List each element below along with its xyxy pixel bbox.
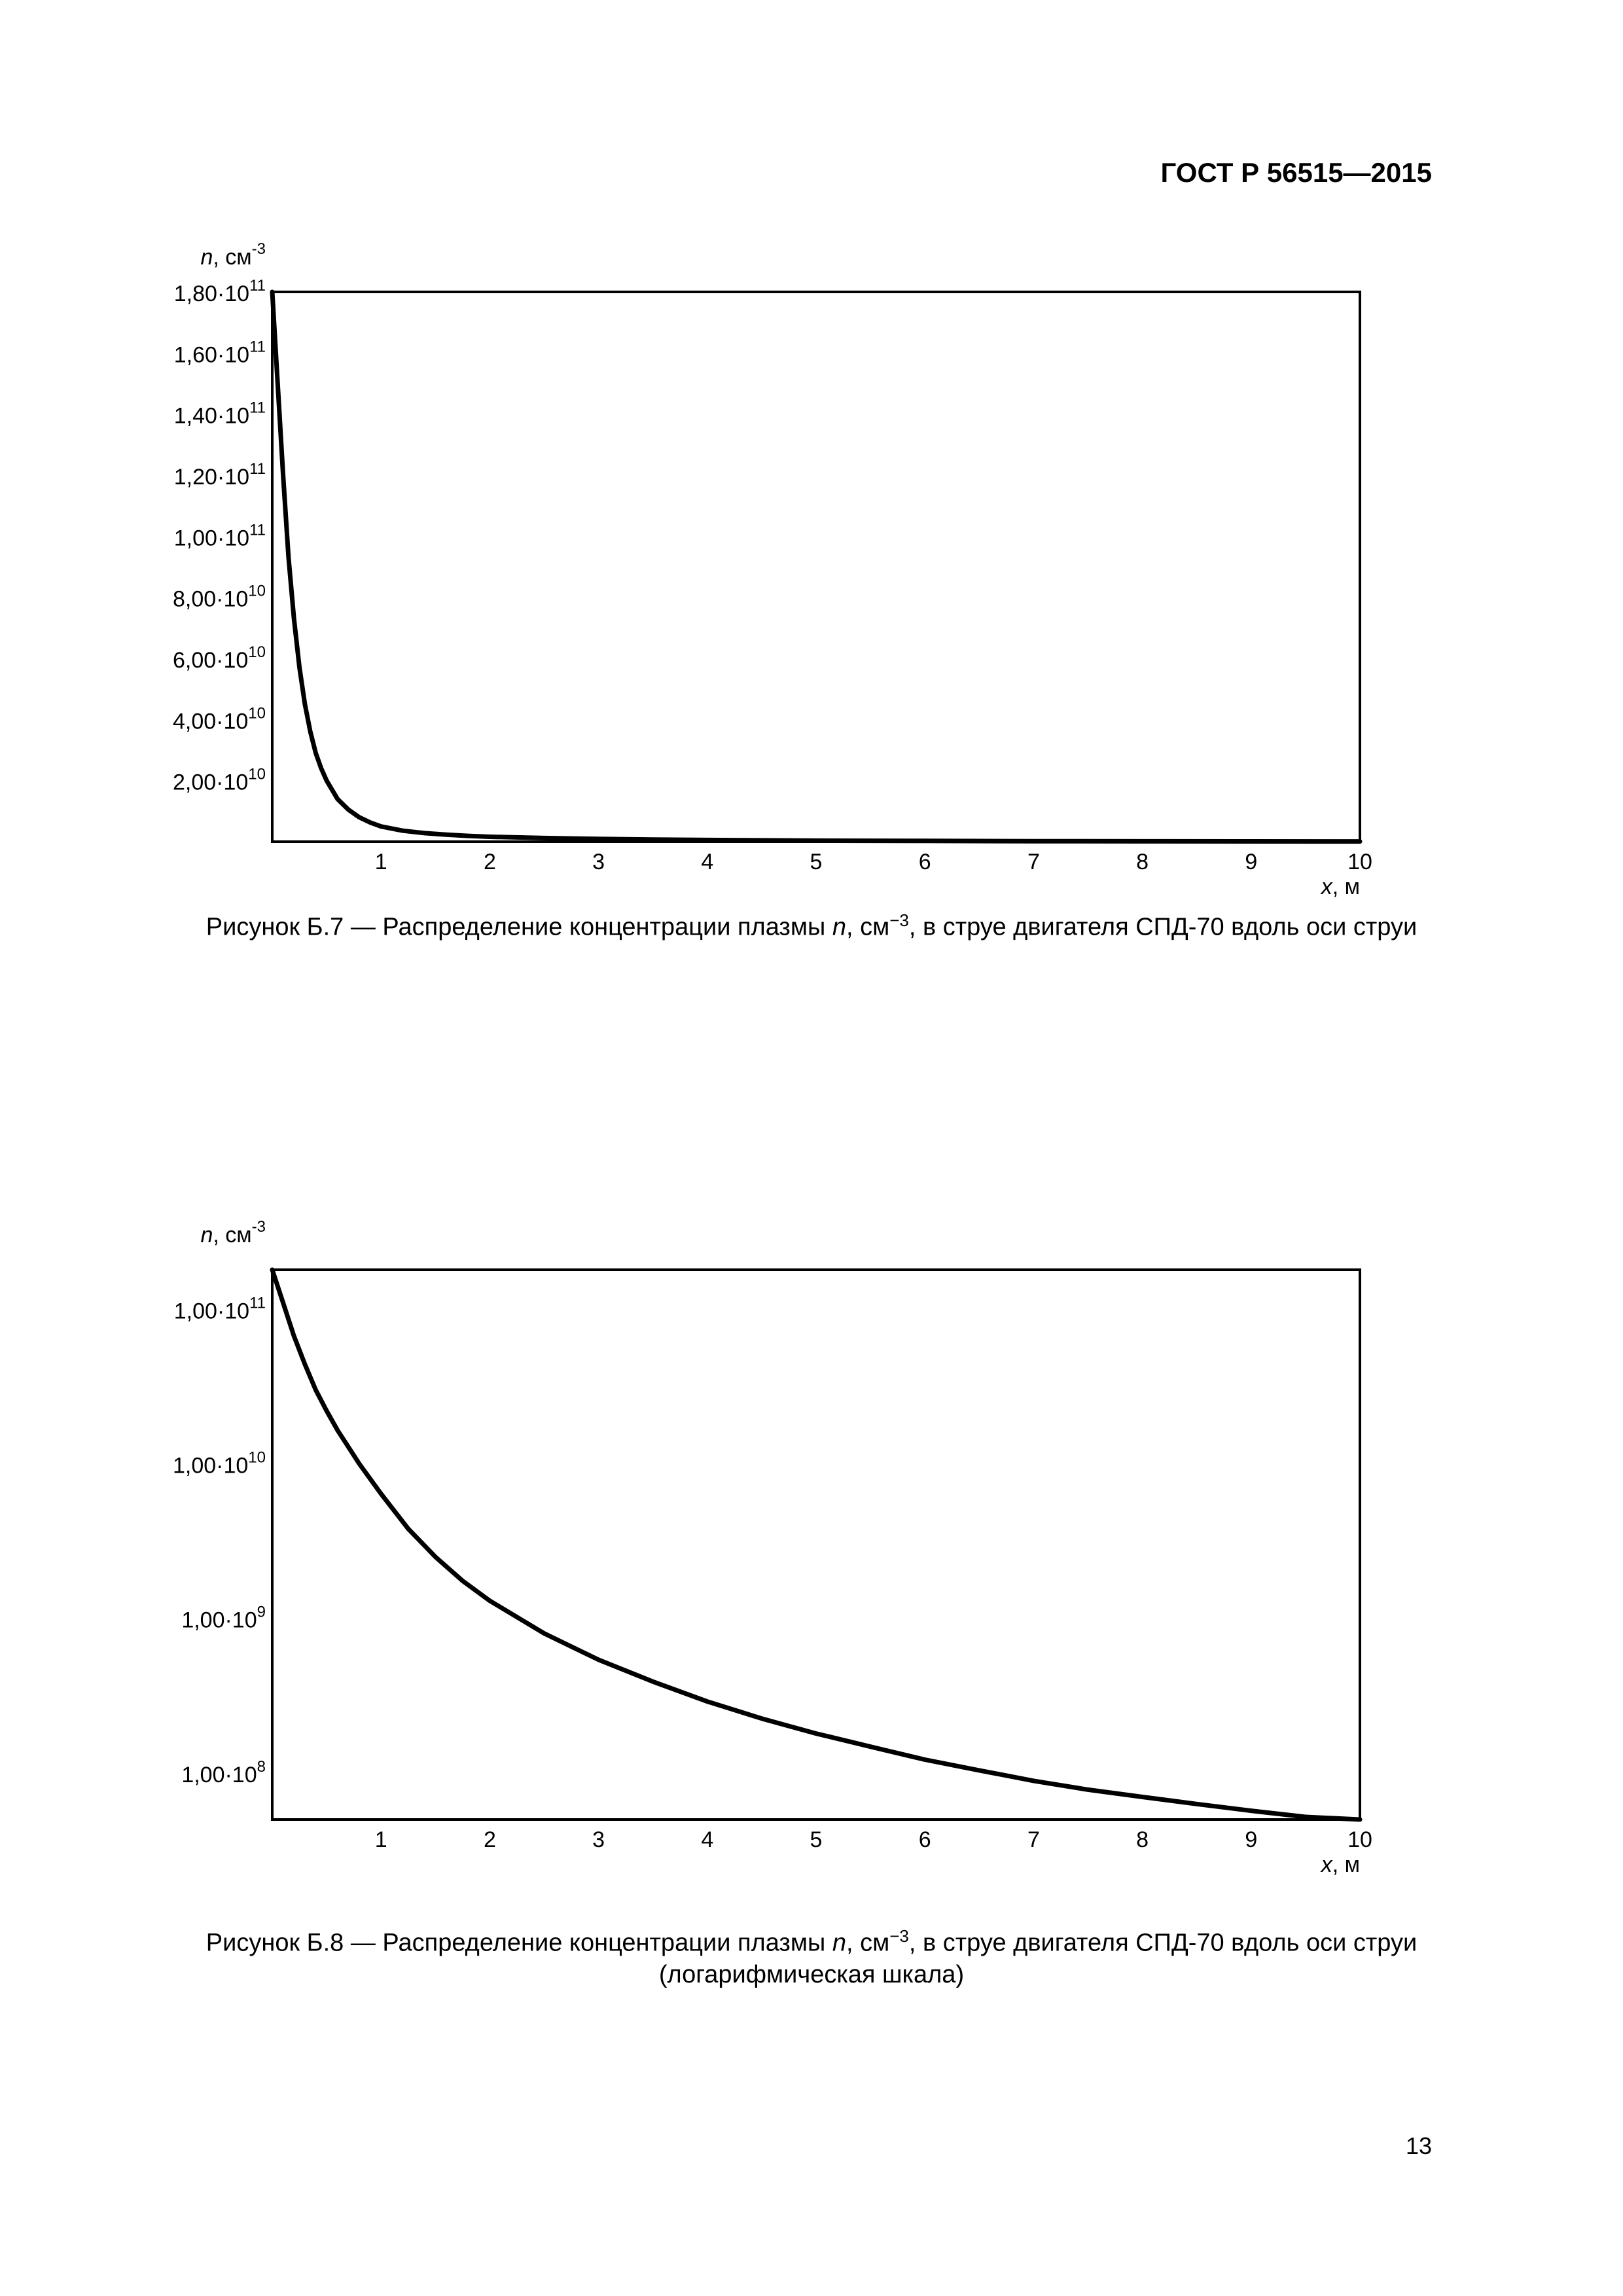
page-number: 13 bbox=[1405, 2132, 1432, 2159]
x-tick-label: 3 bbox=[592, 1827, 605, 1852]
x-tick-label: 10 bbox=[1347, 850, 1372, 874]
x-tick-label: 4 bbox=[701, 1827, 713, 1852]
caption-variable: n bbox=[832, 913, 846, 941]
plot-frame bbox=[271, 291, 1361, 843]
caption-variable: n bbox=[832, 1929, 846, 1957]
x-tick-label: 8 bbox=[1136, 1827, 1149, 1852]
series-line bbox=[270, 1267, 1363, 1822]
x-tick-label: 6 bbox=[919, 850, 931, 874]
x-tick-label: 10 bbox=[1347, 1827, 1372, 1852]
y-tick-label: 8,00·1010 bbox=[173, 583, 266, 612]
caption-suffix: , в струе двигателя СПД-70 вдоль оси стр… bbox=[908, 1929, 1418, 1957]
y-tick-label: 6,00·1010 bbox=[173, 643, 266, 673]
x-tick-label: 7 bbox=[1027, 850, 1040, 874]
y-tick-label: 1,00·109 bbox=[181, 1604, 266, 1633]
y-tick-label: 1,40·1011 bbox=[174, 399, 266, 429]
x-tick-label: 1 bbox=[375, 850, 387, 874]
y-tick-label: 1,00·1011 bbox=[174, 521, 266, 550]
caption-exponent: −3 bbox=[889, 1926, 909, 1946]
caption-prefix: Рисунок Б.8 — Распределение концентрации… bbox=[205, 1929, 832, 1957]
plot-frame bbox=[271, 1268, 1361, 1821]
caption-line-1: Рисунок Б.7 — Распределение концентрации… bbox=[0, 905, 1623, 943]
y-tick-label: 1,00·1011 bbox=[174, 1294, 266, 1323]
y-tick-label: 1,00·108 bbox=[181, 1758, 266, 1787]
y-tick-label: 1,60·1011 bbox=[174, 338, 266, 367]
y-axis-label: n, см-3 bbox=[200, 1218, 266, 1247]
figure-b8-chart: 1 2 3 4 5 6 7 8 9 10x, м 1,00·1011 1,00·1010 1,00·10… bbox=[173, 1218, 1372, 1877]
x-tick-label: 3 bbox=[592, 850, 605, 874]
x-tick-label: 7 bbox=[1027, 1827, 1040, 1852]
y-tick-label: 1,20·1011 bbox=[174, 460, 266, 490]
x-tick-label: 9 bbox=[1245, 1827, 1257, 1852]
x-tick-label: 5 bbox=[810, 1827, 823, 1852]
caption-prefix: Рисунок Б.7 — Распределение концентрации… bbox=[205, 913, 832, 941]
caption-line-1: Рисунок Б.8 — Распределение концентрации… bbox=[0, 1920, 1623, 1959]
x-tick-label: 8 bbox=[1136, 850, 1149, 874]
x-tick-label: 4 bbox=[701, 850, 713, 874]
series-line bbox=[270, 289, 1363, 844]
caption-suffix: , в струе двигателя СПД-70 вдоль оси стр… bbox=[908, 913, 1418, 941]
x-tick-label: 2 bbox=[484, 850, 496, 874]
figure-b7-chart: 1 2 3 4 5 6 7 8 9 10x, м 1,80·1011 1,60·1011 1,40·10… bbox=[173, 240, 1372, 899]
caption-exponent: −3 bbox=[889, 910, 909, 930]
x-axis-label: x, м bbox=[1320, 874, 1360, 899]
y-tick-label: 4,00·1010 bbox=[173, 704, 266, 734]
y-axis-label: n, см-3 bbox=[200, 240, 266, 270]
x-axis-label: x, м bbox=[1320, 1852, 1360, 1877]
caption-unit: , см bbox=[846, 1929, 890, 1957]
caption-unit: , см bbox=[846, 913, 890, 941]
x-tick-label: 5 bbox=[810, 850, 823, 874]
y-tick-label: 2,00·1010 bbox=[173, 766, 266, 795]
x-tick-label: 6 bbox=[919, 1827, 931, 1852]
figure-b8-caption: Рисунок Б.8 — Распределение концентрации… bbox=[0, 1920, 1623, 1990]
figure-b7-caption: Рисунок Б.7 — Распределение концентрации… bbox=[0, 905, 1623, 943]
y-tick-label: 1,00·1010 bbox=[173, 1448, 266, 1478]
y-tick-label: 1,80·1011 bbox=[174, 277, 266, 306]
x-tick-label: 1 bbox=[375, 1827, 387, 1852]
x-tick-label: 2 bbox=[484, 1827, 496, 1852]
x-tick-label: 9 bbox=[1245, 850, 1257, 874]
caption-line-2: (логарифмическая шкала) bbox=[658, 1960, 965, 1988]
document-header: ГОСТ Р 56515—2015 bbox=[1160, 157, 1432, 188]
